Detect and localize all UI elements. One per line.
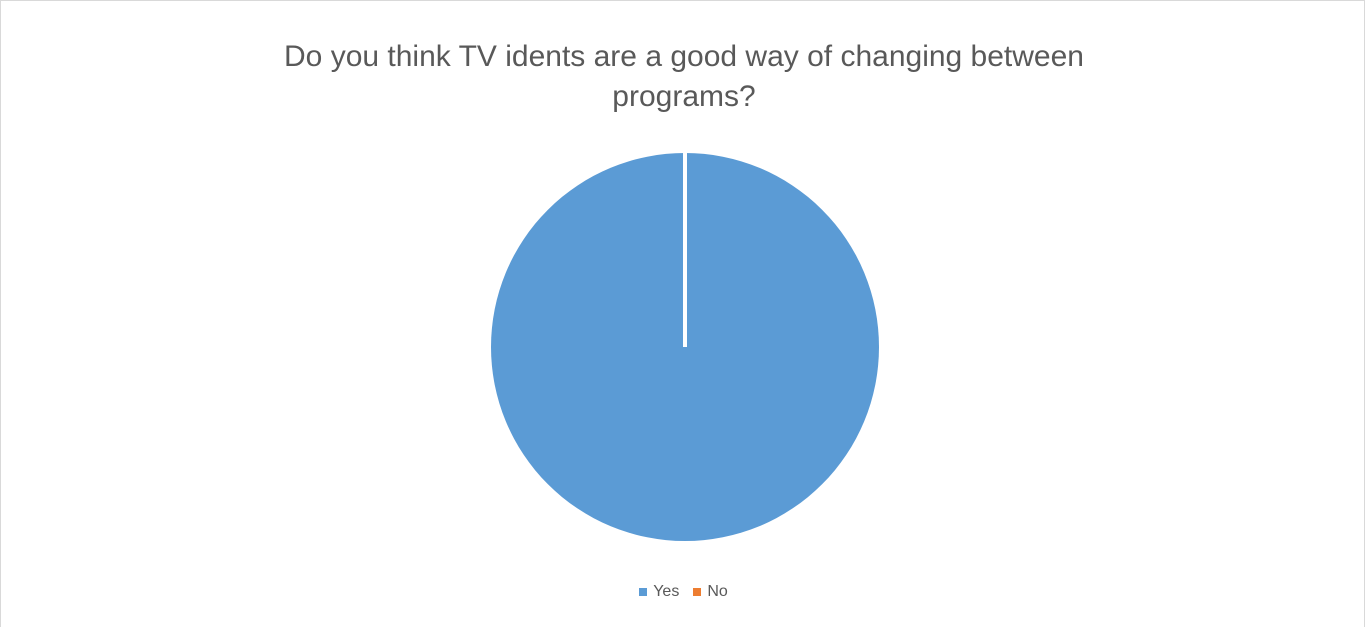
legend-swatch-yes: [639, 588, 648, 596]
legend-item-yes: Yes: [639, 583, 679, 601]
legend-item-no: No: [693, 583, 728, 601]
legend: Yes No: [1, 583, 1366, 601]
legend-label-yes: Yes: [653, 583, 680, 600]
chart-title: Do you think TV idents are a good way of…: [284, 40, 1084, 113]
legend-label-no: No: [707, 583, 728, 600]
legend-swatch-no: [693, 588, 702, 596]
